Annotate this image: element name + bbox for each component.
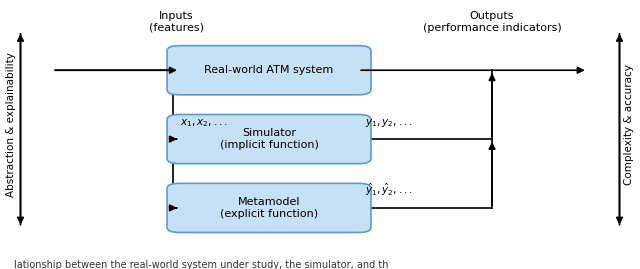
- Text: Outputs
(performance indicators): Outputs (performance indicators): [422, 11, 561, 33]
- Text: Simulator
(implicit function): Simulator (implicit function): [220, 128, 319, 150]
- Text: $\hat{y}_1, \hat{y}_2, ...$: $\hat{y}_1, \hat{y}_2, ...$: [365, 182, 413, 198]
- Text: Abstraction & explainability: Abstraction & explainability: [6, 52, 16, 197]
- FancyBboxPatch shape: [167, 183, 371, 232]
- Text: Complexity & accuracy: Complexity & accuracy: [624, 64, 634, 185]
- FancyBboxPatch shape: [167, 46, 371, 95]
- Text: lationship between the real-world system under study, the simulator, and th: lationship between the real-world system…: [14, 260, 388, 269]
- Text: Metamodel
(explicit function): Metamodel (explicit function): [220, 197, 318, 219]
- Text: $x_1, x_2, ...$: $x_1, x_2, ...$: [180, 118, 228, 129]
- Text: $y_1, y_2, ...$: $y_1, y_2, ...$: [365, 117, 413, 129]
- Text: Real-world ATM system: Real-world ATM system: [204, 65, 333, 75]
- FancyBboxPatch shape: [167, 115, 371, 164]
- Text: Inputs
(features): Inputs (features): [149, 11, 204, 33]
